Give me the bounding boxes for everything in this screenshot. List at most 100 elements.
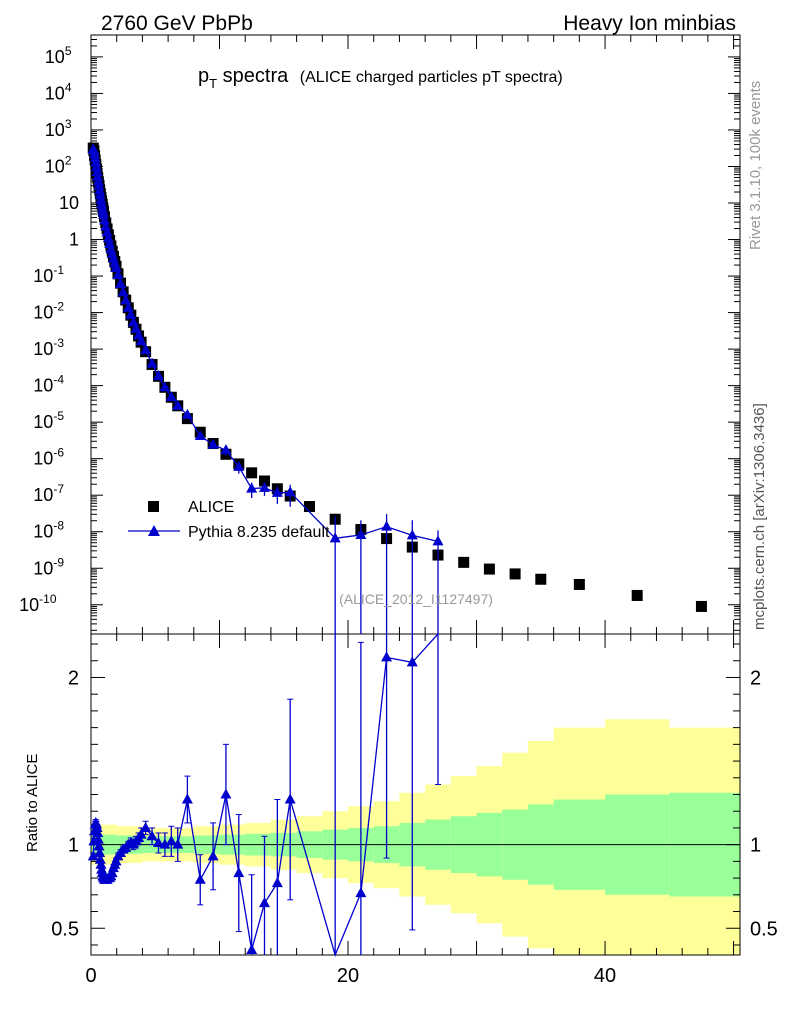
mc-point-main — [94, 189, 106, 200]
series-marks — [87, 142, 707, 957]
title-rest: spectra — [217, 65, 289, 87]
mc-point-main — [181, 408, 193, 419]
ratio-y-tick-label-right: 2 — [750, 667, 761, 689]
ratio-panel: 0 20 40 0.5 0.5 1 1 2 2 — [51, 633, 778, 987]
data-point-alice — [458, 556, 470, 568]
header-left-label: 2760 GeV PbPb — [101, 12, 253, 35]
y-tick-base: 10 — [33, 412, 53, 432]
mc-point-main — [125, 309, 137, 320]
y-tick-label: 105 — [45, 44, 72, 67]
y-tick-base: 10 — [33, 339, 53, 359]
ratio-y-axis-label: Ratio to ALICE — [24, 754, 41, 852]
mc-point-main — [152, 370, 164, 381]
mc-point-main — [89, 148, 101, 159]
y-tick-label: 10-6 — [33, 446, 64, 469]
y-tick-exponent: -8 — [53, 519, 64, 533]
mc-point-main — [89, 152, 101, 163]
data-point-alice — [258, 475, 270, 487]
mc-point-main — [115, 277, 127, 288]
y-tick-exponent: -9 — [53, 555, 64, 569]
mc-point-main — [112, 268, 124, 279]
mc-point-main — [220, 444, 232, 455]
title-subscript: T — [209, 76, 217, 91]
mc-point-main — [406, 529, 418, 540]
y-tick-label: 103 — [45, 117, 72, 140]
y-tick-base: 10 — [45, 83, 65, 103]
ratio-y-tick-label: 1 — [68, 835, 79, 857]
mc-point-ratio — [87, 850, 99, 861]
y-tick-exponent: 5 — [65, 44, 72, 58]
y-tick-label: 10-4 — [33, 373, 64, 396]
mc-point-main — [92, 170, 104, 181]
mc-point-main — [94, 184, 106, 195]
data-point-alice — [631, 589, 643, 601]
y-tick-label: 10-8 — [33, 519, 64, 542]
mc-point-main — [90, 161, 102, 172]
ratio-y-tick-label-right: 1 — [750, 835, 761, 857]
mc-point-ratio — [271, 877, 283, 888]
mc-point-main — [271, 486, 283, 497]
mc-point-main — [432, 535, 444, 546]
mc-point-main — [98, 214, 110, 225]
mc-point-main — [140, 344, 152, 355]
x-tick-label: 40 — [594, 965, 616, 987]
y-tick-exponent: -10 — [39, 592, 57, 606]
mc-point-main — [102, 232, 114, 243]
y-tick-exponent: 3 — [65, 117, 72, 131]
mc-point-main — [100, 220, 112, 231]
rivet-version-label: Rivet 3.1.10, 100k events — [747, 81, 764, 250]
mc-point-ratio — [93, 840, 105, 851]
mc-point-main — [194, 429, 206, 440]
mc-point-main — [381, 520, 393, 531]
ratio-y-tick-label-right: 0.5 — [750, 918, 778, 940]
y-tick-label: 10-1 — [33, 263, 64, 286]
y-tick-base: 10 — [45, 120, 65, 140]
title-parenthetical: (ALICE charged particles pT spectra) — [300, 69, 563, 86]
mc-point-ratio — [246, 943, 258, 954]
mc-point-ratio — [165, 835, 177, 846]
y-tick-base: 10 — [33, 376, 53, 396]
mc-point-ratio — [135, 828, 147, 839]
y-tick-label: 10-7 — [33, 482, 64, 505]
y-tick-exponent: -6 — [53, 446, 64, 460]
ratio-y-tick-label: 2 — [68, 667, 79, 689]
y-tick-base: 10 — [45, 156, 65, 176]
y-tick-base: 10 — [33, 303, 53, 323]
mc-point-main — [135, 335, 147, 346]
mc-point-ratio — [233, 867, 245, 878]
mc-point-main — [92, 175, 104, 186]
uncertainty-bands — [91, 719, 740, 955]
mc-point-main — [91, 166, 103, 177]
mc-point-main — [172, 399, 184, 410]
mc-point-ratio — [258, 897, 270, 908]
x-tick-label: 20 — [337, 965, 359, 987]
plot-title: pT spectra (ALICE charged particles pT s… — [198, 65, 563, 91]
y-tick-label: 10-9 — [33, 555, 64, 578]
y-tick-exponent: -4 — [53, 373, 64, 387]
mc-point-ratio — [181, 793, 193, 804]
y-tick-exponent: -1 — [53, 263, 64, 277]
ratio-y-tick-label: 0.5 — [51, 918, 79, 940]
mc-point-ratio — [284, 793, 296, 804]
y-tick-base: 10 — [33, 449, 53, 469]
mc-point-ratio — [92, 826, 104, 837]
legend-data-marker — [148, 501, 159, 512]
mc-point-main — [146, 357, 158, 368]
mc-point-main — [329, 532, 341, 543]
mc-point-main — [110, 261, 122, 272]
y-tick-exponent: -3 — [53, 336, 64, 350]
main-panel: 10510410310210110-110-210-310-410-510-61… — [19, 34, 741, 635]
data-point-alice — [303, 501, 315, 513]
mc-point-main — [355, 528, 367, 539]
mc-point-main — [104, 237, 116, 248]
mc-point-ratio — [355, 887, 367, 898]
analysis-tag: (ALICE_2012_I1127497) — [339, 591, 493, 607]
title-main: p — [198, 65, 209, 87]
mc-point-main — [93, 179, 105, 190]
mc-point-ratio — [172, 838, 184, 849]
mc-point-main — [88, 144, 100, 155]
mc-point-ratio — [194, 873, 206, 884]
y-tick-exponent: -2 — [53, 300, 64, 314]
mc-point-ratio — [94, 847, 106, 858]
mcplots-label: mcplots.cern.ch [arXiv:1306.3436] — [751, 403, 768, 630]
